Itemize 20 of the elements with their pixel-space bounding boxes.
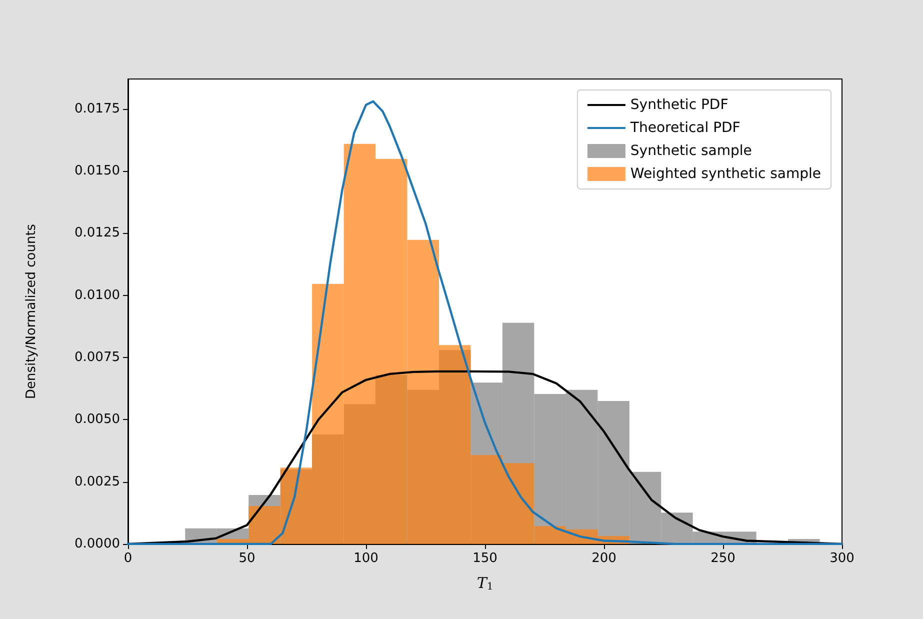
- x-tick-label: 0: [124, 551, 132, 566]
- legend-label: Theoretical PDF: [629, 120, 740, 136]
- x-tick-label: 50: [238, 551, 256, 566]
- y-tick-label: 0.0100: [74, 288, 120, 303]
- x-tick-label: 200: [592, 551, 616, 566]
- x-tick-label: 300: [830, 551, 854, 566]
- y-axis-title: Density/Normalized counts: [24, 224, 39, 400]
- y-tick-label: 0.0125: [74, 226, 120, 241]
- legend-label: Synthetic sample: [630, 143, 752, 159]
- legend-label: Synthetic PDF: [630, 97, 728, 113]
- y-tick-label: 0.0025: [74, 474, 120, 490]
- y-tick-label: 0.0050: [74, 412, 120, 428]
- x-tick-label: 250: [710, 551, 736, 566]
- y-tick-label: 0.0075: [74, 350, 120, 366]
- legend-label: Weighted synthetic sample: [630, 166, 822, 182]
- y-tick-label: 0.0175: [74, 101, 120, 116]
- x-tick-label: 100: [354, 551, 378, 566]
- x-tick-label: 150: [472, 551, 498, 566]
- y-tick-label: 0.0000: [74, 536, 120, 552]
- y-tick-label: 0.0150: [74, 164, 120, 179]
